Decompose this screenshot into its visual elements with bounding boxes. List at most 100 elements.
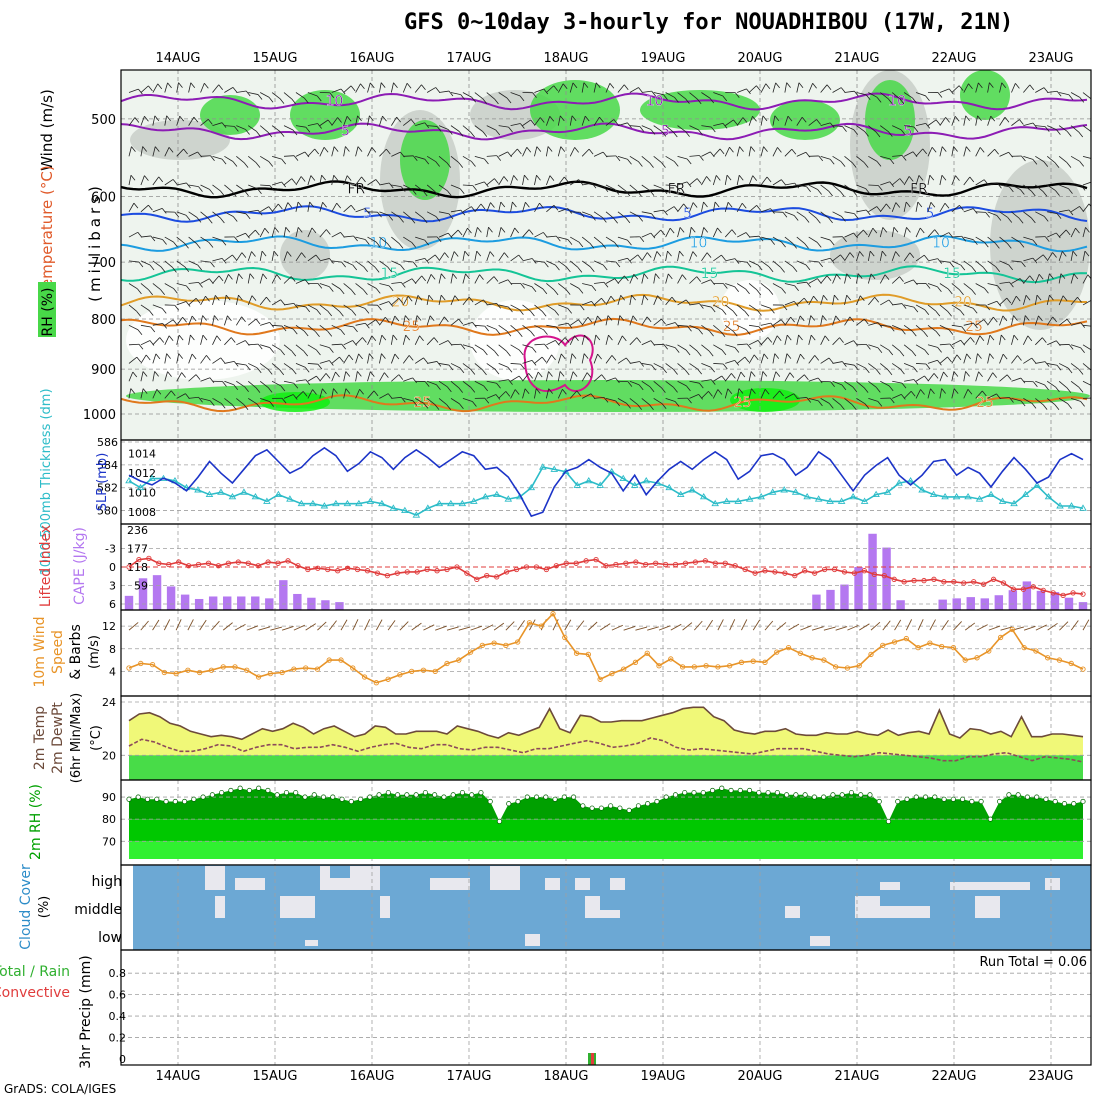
wind-barb — [128, 388, 132, 399]
wind-speed-series-point — [526, 620, 533, 626]
wind-barb — [427, 361, 438, 364]
isotherm-label: FR — [668, 181, 686, 197]
wind-barb — [510, 363, 521, 365]
wind-barb-flag — [206, 355, 211, 361]
wind-barb — [647, 626, 659, 631]
wind-barb — [295, 391, 304, 399]
wind-barb — [736, 388, 740, 399]
wind-barb-flag — [193, 116, 199, 123]
wind-barb — [176, 393, 186, 399]
wind-barb — [236, 184, 245, 192]
wind-barb — [164, 260, 173, 268]
wind-barb — [760, 146, 764, 157]
cloud-axis-label-group: Cloud Cover — [18, 864, 34, 950]
cloud-axis-unit: (%) — [37, 896, 52, 919]
wind-barb-flag — [148, 204, 153, 211]
wind-label-2-group: Speed — [50, 630, 66, 674]
cloud-high — [575, 878, 590, 890]
thickness-tick: 580 — [97, 505, 118, 518]
wind-barb-flag — [172, 319, 178, 326]
wind-barb-flag — [739, 146, 744, 152]
wind-speed-series-point — [291, 666, 297, 672]
wind-barb-flag — [1054, 404, 1060, 410]
wind-barb — [820, 335, 826, 345]
wind-speed-series-point — [208, 667, 215, 673]
wind-barb — [820, 315, 823, 326]
wind-barb-flag — [394, 315, 400, 322]
wind-barb — [570, 283, 580, 289]
wind-barb-flag — [508, 379, 513, 385]
wind-barb — [760, 236, 771, 241]
wind-barb-flag — [530, 310, 535, 317]
wind-barb — [915, 122, 926, 127]
wind-barb-flag — [721, 309, 727, 315]
rh-point — [635, 803, 641, 809]
wind-barb-flag — [1031, 217, 1036, 224]
lifted-index-series-point — [444, 566, 450, 573]
wind-barb-flag — [274, 227, 280, 233]
wind-barb-flag — [865, 94, 871, 100]
wind-barb — [701, 379, 712, 382]
wind-barb — [415, 122, 425, 127]
wind-barb — [163, 619, 171, 631]
wind-barb-flag — [1006, 297, 1012, 304]
rh-point — [1080, 798, 1086, 805]
wind-barb — [844, 398, 853, 406]
wind-barb-flag — [889, 158, 895, 165]
wind-barb-flag — [503, 252, 509, 258]
date-label-bottom: 14AUG — [155, 1069, 200, 1084]
wind-barb-flag — [877, 401, 883, 407]
wind-barb — [1059, 184, 1069, 189]
wind-barb-flag — [793, 215, 799, 221]
wind-barb-flag — [978, 82, 983, 89]
wind-barb — [677, 324, 688, 327]
wind-barb — [582, 182, 593, 186]
wind-barb-flag — [1062, 295, 1068, 301]
wind-barb-flag — [814, 355, 820, 361]
wind-barb-flag — [1020, 189, 1025, 195]
wind-barb — [319, 360, 330, 364]
thickness-series-point — [699, 492, 708, 500]
wind-barb-flag — [816, 242, 822, 248]
isotherm-label: 5 — [341, 123, 350, 139]
cape-bar — [938, 599, 947, 610]
cloud-low — [525, 934, 540, 946]
wind-frame — [120, 609, 1092, 697]
wind-barb-flag — [536, 174, 541, 181]
wind-barb — [737, 88, 747, 93]
wind-barb-flag — [303, 97, 309, 104]
wind-barb — [844, 340, 854, 346]
wind-speed-series-point — [1009, 626, 1015, 633]
wind-barb-flag — [374, 267, 380, 273]
wind-barb — [784, 316, 791, 326]
temp-label-1: 2m Temp — [32, 706, 48, 770]
wind-barb — [236, 156, 245, 163]
lifted-index-series-point — [404, 569, 410, 575]
wind-barb — [259, 92, 270, 98]
wind-barb-flag — [911, 330, 917, 337]
wind-barb — [152, 322, 163, 326]
wind-barb-flag — [710, 366, 715, 373]
wind-barb — [355, 260, 364, 268]
wind-barb-flag — [329, 347, 334, 353]
wind-barb-flag — [256, 403, 261, 410]
wind-barb-flag — [775, 371, 781, 377]
wind-barb-flag — [646, 316, 652, 323]
wind-barb-flag — [870, 273, 876, 280]
wind-barb — [689, 251, 694, 262]
wind-barb — [164, 236, 174, 243]
wind-barb — [1070, 273, 1075, 284]
wind-barb-flag — [829, 122, 835, 129]
rh-point — [348, 798, 354, 805]
wind-barb-flag — [1024, 315, 1030, 321]
wind-barb-flag — [996, 215, 1002, 221]
wind-barb — [391, 116, 397, 126]
wind-barb — [558, 208, 568, 213]
wind-barb — [760, 353, 765, 364]
slp-frame — [120, 439, 1092, 525]
wind-barb-flag — [637, 404, 642, 410]
cape-bar — [966, 597, 975, 610]
wind-barb — [800, 625, 812, 631]
rh-point — [320, 794, 327, 800]
wind-barb-flag — [371, 147, 377, 153]
